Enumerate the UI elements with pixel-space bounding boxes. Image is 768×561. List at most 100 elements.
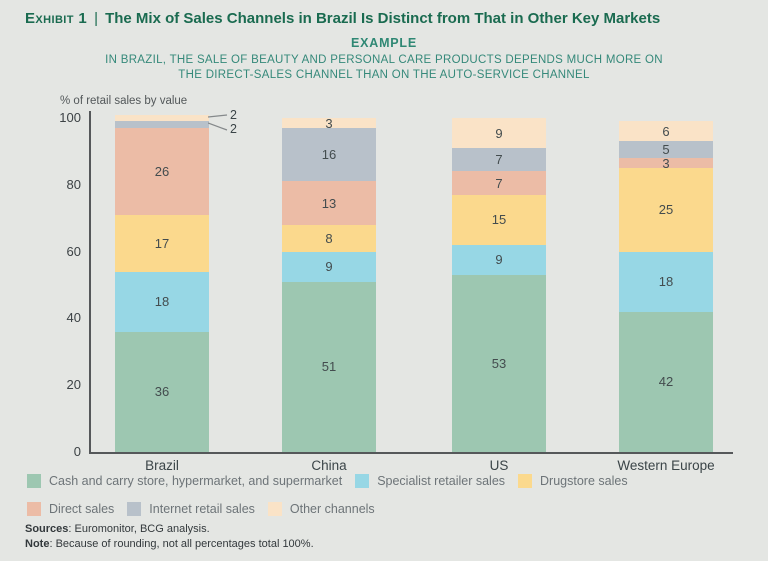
bar-segment: 5 xyxy=(619,141,713,159)
segment-value-label: 3 xyxy=(325,115,333,131)
y-tick-label: 40 xyxy=(66,310,81,326)
legend-swatch xyxy=(355,474,370,488)
legend-label: Cash and carry store, hypermarket, and s… xyxy=(49,474,343,488)
legend-swatch xyxy=(27,474,41,488)
bar-segment: 3 xyxy=(619,155,713,171)
segment-value-label: 9 xyxy=(325,259,333,275)
chart-legend: Cash and carry store, hypermarket, and s… xyxy=(27,474,751,516)
stacked-bar-chart: 36 18 17 26 51 9 8 13 16 3 53 9 15 7 7 9 42 18 25 3 5 6 0 20 40… xyxy=(59,109,733,473)
bar-western-europe: 42 18 25 3 5 6 xyxy=(619,118,713,452)
x-tick-label: China xyxy=(311,458,347,473)
bar-segment: 6 xyxy=(619,121,713,142)
bar-segment: 9 xyxy=(452,244,546,275)
bar-us: 53 9 15 7 7 9 xyxy=(452,118,546,452)
note-label: Note xyxy=(25,537,50,550)
segment-value-label: 8 xyxy=(325,230,333,246)
y-tick-label: 80 xyxy=(66,176,81,192)
segment-value-label: 51 xyxy=(321,359,337,375)
subtitle-line-2: THE DIRECT-SALES CHANNEL THAN ON THE AUT… xyxy=(178,69,590,81)
segment-value-label: 53 xyxy=(491,355,507,371)
bar-segment: 26 xyxy=(115,128,209,215)
segment-value-label: 9 xyxy=(495,125,503,141)
segment-value-label: 16 xyxy=(321,147,337,163)
segment-value-label: 18 xyxy=(658,274,674,290)
y-tick-label: 0 xyxy=(73,444,81,459)
callout-leader-lines xyxy=(208,114,228,131)
legend-item: Other channels xyxy=(267,502,375,516)
segment-value-label: 42 xyxy=(658,374,674,390)
chart-subtitle: IN BRAZIL, THE SALE OF BEAUTY AND PERSON… xyxy=(0,53,768,83)
title-separator: | xyxy=(94,10,99,27)
segment-value-label: 5 xyxy=(662,142,670,158)
exhibit-number: Exhibit 1 xyxy=(25,10,88,27)
note-text: : Because of rounding, not all percentag… xyxy=(49,537,314,550)
x-tick-label: Western Europe xyxy=(617,458,715,473)
segment-value-label: 36 xyxy=(154,384,170,400)
bar-segment: 13 xyxy=(282,181,376,225)
bar-segment: 9 xyxy=(452,118,546,149)
legend-item: Direct sales xyxy=(27,502,114,516)
bar-segment: 9 xyxy=(282,251,376,282)
legend-swatch xyxy=(127,502,142,516)
page-title: The Mix of Sales Channels in Brazil Is D… xyxy=(105,10,661,27)
x-tick-label: Brazil xyxy=(145,458,179,473)
bar-segment: 25 xyxy=(619,168,713,252)
segment-value-label: 26 xyxy=(154,163,170,179)
bar-brazil: 36 18 17 26 xyxy=(115,114,209,452)
subtitle-line-1: IN BRAZIL, THE SALE OF BEAUTY AND PERSON… xyxy=(105,54,663,66)
segment-value-label: 7 xyxy=(495,152,503,168)
legend-item: Cash and carry store, hypermarket, and s… xyxy=(27,474,342,488)
callout-value-other-channels: 2 xyxy=(230,108,237,122)
legend-label: Drugstore sales xyxy=(540,474,628,488)
bar-segment xyxy=(115,121,209,129)
bar-segment: 16 xyxy=(282,128,376,182)
legend-item: Internet retail sales xyxy=(127,502,255,516)
y-tick-label: 100 xyxy=(59,110,81,125)
legend-swatch xyxy=(267,502,282,516)
bar-segment: 53 xyxy=(452,274,546,452)
segment-value-label: 15 xyxy=(491,212,507,228)
legend-swatch xyxy=(27,502,41,516)
bar-segment: 42 xyxy=(619,311,713,452)
bar-segment xyxy=(115,114,209,122)
bar-segment: 17 xyxy=(115,214,209,272)
bar-segment: 18 xyxy=(115,271,209,332)
segment-value-label: 3 xyxy=(662,155,670,171)
bar-segment: 7 xyxy=(452,148,546,172)
legend-label: Internet retail sales xyxy=(149,502,255,516)
legend-swatch xyxy=(518,474,533,488)
footer-notes: Sources: Euromonitor, BCG analysis. Note… xyxy=(25,522,314,551)
example-tag: EXAMPLE xyxy=(350,36,418,50)
bar-segment: 36 xyxy=(115,331,209,452)
bar-segment: 7 xyxy=(452,171,546,195)
legend-label: Direct sales xyxy=(49,502,115,516)
bar-china: 51 9 8 13 16 3 xyxy=(282,115,376,452)
bar-segment: 8 xyxy=(282,224,376,252)
bar-segment: 15 xyxy=(452,194,546,245)
y-axis-line xyxy=(89,111,91,452)
callout-value-internet-retail: 2 xyxy=(230,122,237,136)
segment-value-label: 25 xyxy=(658,202,674,218)
segment-value-label: 17 xyxy=(154,235,170,251)
x-tick-label: US xyxy=(489,458,509,473)
legend-label: Other channels xyxy=(289,502,375,516)
sources-line: Sources: Euromonitor, BCG analysis. xyxy=(25,522,314,537)
sources-text: : Euromonitor, BCG analysis. xyxy=(68,523,210,535)
sources-label: Sources xyxy=(25,523,69,535)
bar-segment: 51 xyxy=(282,281,376,452)
brazil-small-segments-callout: 2 2 xyxy=(208,109,248,141)
y-tick-label: 20 xyxy=(66,377,81,393)
y-tick-label: 60 xyxy=(66,243,81,259)
x-axis-line xyxy=(89,452,733,454)
exhibit-title: Exhibit 1 | The Mix of Sales Channels in B… xyxy=(25,10,755,27)
segment-value-label: 9 xyxy=(495,252,503,268)
legend-item: Specialist retailer sales xyxy=(355,474,505,488)
note-line: Note: Because of rounding, not all perce… xyxy=(25,537,314,552)
segment-value-label: 18 xyxy=(154,294,170,310)
bar-segment: 18 xyxy=(619,251,713,312)
segment-value-label: 13 xyxy=(321,195,337,211)
segment-value-label: 6 xyxy=(662,123,670,139)
legend-item: Drugstore sales xyxy=(518,474,628,488)
bar-segment: 3 xyxy=(282,115,376,131)
